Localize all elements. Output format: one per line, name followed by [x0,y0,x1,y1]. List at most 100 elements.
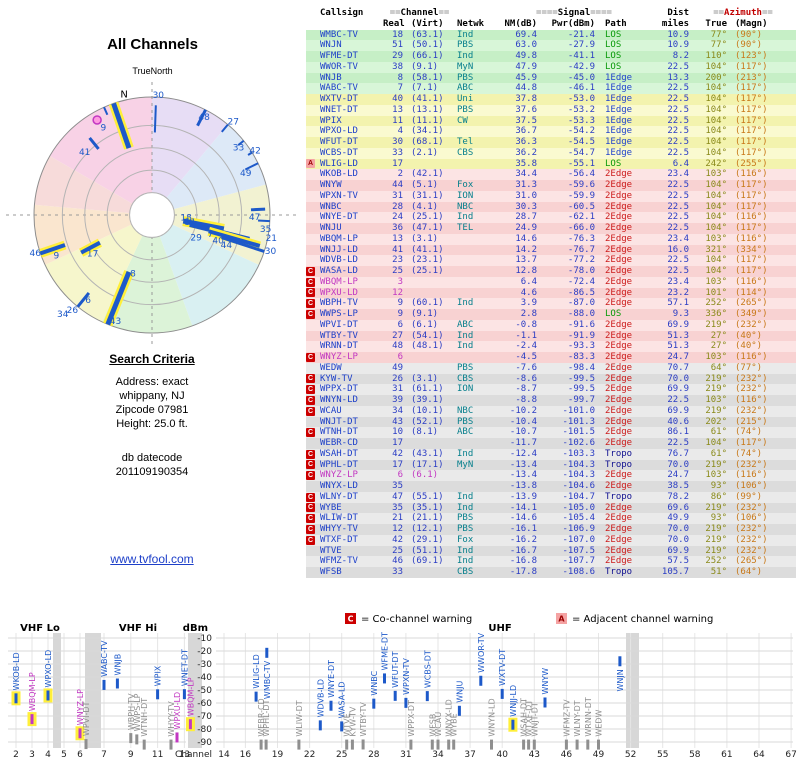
callsign-cell: WNJB [320,72,342,83]
station-marker [361,739,365,750]
virtual-channel-cell: (55.1) [411,491,444,502]
station-marker [511,719,515,730]
network-cell: ION [457,190,474,201]
virtual-channel-cell: (69.1) [411,556,444,567]
path-cell: 2Edge [605,233,633,244]
nm-cell: -13.8 [509,481,537,491]
station-label: WSAH-DT [520,698,529,737]
station-label: WPXU-LD [173,692,182,730]
distance-cell: 69.9 [667,319,689,330]
azimuth-true-cell: 252° [705,556,727,567]
x-tick-label: 67 [785,750,796,760]
table-row: WXTV-DT 40 (41.1) Uni 37.8 -53.0 1Edge 22.5 104°… [306,94,796,105]
decorative-shape [237,139,245,146]
path-cell: 1Edge [605,126,633,137]
station-marker [575,739,579,750]
station-label: WEDW [595,709,604,736]
real-channel-cell: 39 [392,395,403,405]
tvfool-link[interactable]: www.tvfool.com [110,552,194,566]
table-row: WNJT-DT 43 (52.1) PBS -10.4 -101.3 2Edge 40.6 20… [306,416,796,428]
distance-cell: 22.5 [667,190,689,201]
real-channel-cell: 41 [392,244,403,255]
x-tick-label: 58 [689,750,701,760]
path-cell: 2Edge [605,373,633,384]
station-label: WYBE [450,713,459,736]
power-cell: -101.3 [562,416,595,427]
virtual-channel-cell: (13.1) [411,104,444,115]
path-cell: 2Edge [605,416,633,427]
network-cell: Ind [457,556,474,567]
station-label: WLIG-LD [252,654,261,688]
radar-channel-label: 40 [212,236,224,246]
station-label: WNYX-LD [445,699,454,736]
callsign-cell: WNYX-LD [320,481,358,491]
distance-cell: 22.5 [667,115,689,126]
power-cell: -87.0 [567,298,595,309]
azimuth-magnetic-cell: (117°) [735,190,768,201]
distance-cell: 23.4 [667,276,689,287]
header-true: True [705,18,727,29]
azimuth-true-cell: 51° [710,567,727,577]
path-cell: 1Edge [605,72,633,83]
azimuth-magnetic-cell: (116°) [735,233,768,244]
azimuth-magnetic-cell: (99°) [735,491,763,502]
real-channel-cell: 40 [392,94,403,104]
table-row: WNJB 8 (58.1) PBS 45.9 -45.0 1Edge 13.3 200° (213… [306,72,796,84]
station-label: WNYE-DT [327,660,336,698]
distance-cell: 9.3 [672,309,689,319]
network-cell: PBS [457,104,474,115]
distance-cell: 22.5 [667,126,689,137]
decorative-shape: C [306,309,319,319]
table-row: C WLNY-DT 47 (55.1) Ind -13.9 -104.7 Tropo 78.2 8… [306,491,796,503]
azimuth-true-cell: 64° [710,362,727,373]
path-cell: 2Edge [605,427,633,438]
path-cell: 2Edge [605,384,633,395]
station-label: WBPH-TV [127,693,136,730]
table-row: C WNYZ-LP 6 -4.5 -83.3 2Edge 24.7 103° (116°) [306,352,796,363]
table-row: WNYX-LD 35 -13.8 -104.6 2Edge 38.5 93° (106°) [306,481,796,492]
distance-cell: 23.4 [667,233,689,244]
callsign-cell: WPXO-LD [320,126,358,137]
azimuth-magnetic-cell: (117°) [735,223,768,233]
station-marker [175,732,179,743]
header-dist-group: Dist [667,8,689,18]
callsign-cell: WNYZ-LP [320,352,358,362]
real-channel-cell: 38 [392,61,403,72]
nm-cell: -8.6 [515,373,537,384]
azimuth-magnetic-cell: (232°) [735,373,768,384]
nm-cell: 31.0 [515,190,537,201]
decorative-shape [45,215,152,322]
real-channel-cell: 13 [392,233,403,244]
power-cell: -104.3 [562,459,595,470]
radar-channel-label: 26 [67,306,79,316]
virtual-channel-cell: (23.1) [411,255,444,266]
station-marker [409,739,413,750]
path-cell: 2Edge [605,395,633,405]
station-marker [340,721,344,732]
station-marker [142,739,146,750]
real-channel-cell: 6 [397,470,403,481]
y-tick-label: -30 [197,660,212,670]
distance-cell: 69.6 [667,502,689,513]
network-cell: CBS [457,147,474,158]
azimuth-magnetic-cell: (255°) [735,158,768,169]
decorative-shape [84,147,220,283]
power-cell: -102.6 [562,438,595,448]
decorative-shape: C [306,503,319,513]
network-cell: CW [457,115,468,126]
station-label: WKOB-LD [12,652,21,690]
distance-cell: 51.3 [667,330,689,341]
network-cell: NBC [457,405,474,416]
real-channel-cell: 51 [392,40,403,51]
virtual-channel-cell: (68.1) [411,137,444,147]
path-cell: 2Edge [605,319,633,330]
power-cell: -46.1 [567,83,595,94]
table-row: C WLIW-DT 21 (21.1) PBS -14.6 -105.4 2Edge 49.9 9… [306,513,796,524]
nm-cell: 37.6 [515,104,537,115]
azimuth-true-cell: 93° [710,513,727,524]
path-cell: Tropo [605,567,633,577]
path-cell: LOS [605,61,622,72]
azimuth-true-cell: 104° [705,147,727,158]
search-height: Height: 25.0 ft. [116,418,188,430]
nm-cell: 69.4 [515,29,537,40]
